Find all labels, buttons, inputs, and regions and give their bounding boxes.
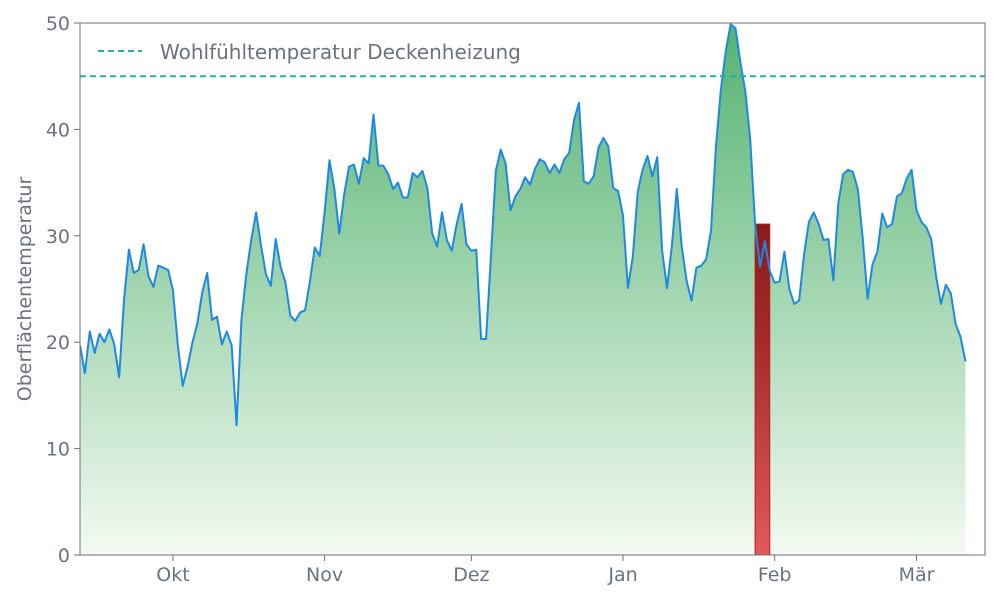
y-tick-label: 10: [46, 439, 70, 461]
y-tick-label: 40: [46, 119, 70, 141]
x-tick-label: Mär: [899, 564, 935, 586]
y-axis-title: Oberflächentemperatur: [14, 177, 36, 402]
legend: Wohlfühltemperatur Deckenheizung: [98, 40, 521, 64]
y-axis: 0 10 20 30 40 50: [46, 13, 80, 567]
temperature-area-fill: [80, 24, 966, 555]
highlight-band: [754, 223, 771, 555]
y-tick-label: 30: [46, 226, 70, 248]
x-tick-label: Okt: [156, 564, 189, 586]
plot-area: [80, 23, 985, 555]
x-tick-label: Nov: [306, 564, 343, 586]
y-tick-label: 20: [46, 332, 70, 354]
y-tick-label: 50: [46, 13, 70, 35]
legend-reference-label: Wohlfühltemperatur Deckenheizung: [160, 40, 521, 64]
temperature-line: [80, 23, 967, 427]
y-tick-label: 0: [58, 545, 70, 567]
x-tick-label: Jan: [607, 564, 637, 586]
x-axis: Okt Nov Dez Jan Feb Mär: [156, 555, 935, 586]
x-tick-label: Dez: [453, 564, 489, 586]
x-tick-label: Feb: [758, 564, 792, 586]
plot-frame: [79, 22, 986, 556]
